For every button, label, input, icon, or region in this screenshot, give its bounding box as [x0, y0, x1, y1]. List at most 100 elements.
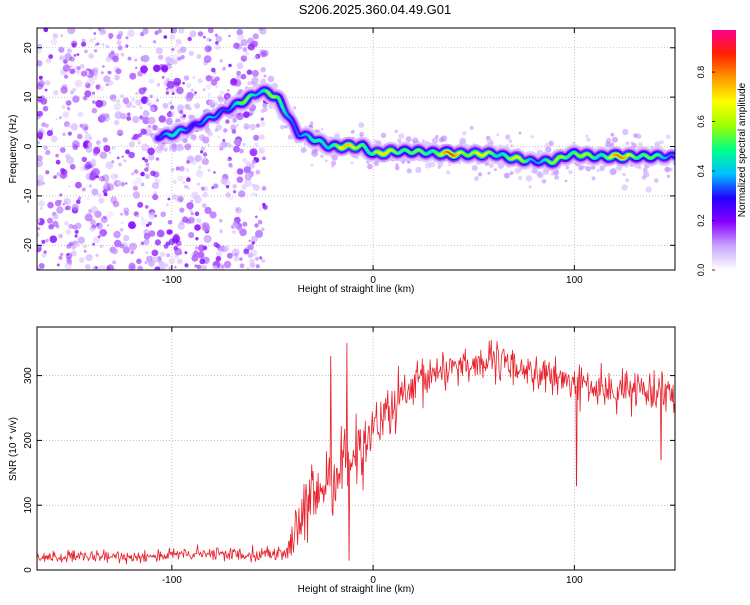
noise-speckle-dot [70, 65, 73, 68]
ridge-halo-dot [395, 166, 400, 171]
ridge-halo-dot [441, 135, 447, 141]
noise-speckle-dot [102, 65, 105, 68]
snr-y-tick-label: 0 [23, 567, 34, 573]
noise-speckle-dot [219, 229, 223, 233]
noise-speckle-dot [66, 156, 74, 164]
noise-speckle-dot [125, 36, 128, 39]
ridge-halo-dot [310, 121, 313, 124]
noise-speckle-dot [145, 174, 150, 179]
noise-speckle-dot [95, 266, 98, 269]
noise-speckle-dot [261, 109, 265, 113]
noise-speckle-dot [112, 56, 119, 63]
noise-speckle-dot [38, 182, 42, 186]
noise-speckle-dot [55, 154, 59, 158]
noise-speckle-dot [133, 186, 138, 191]
noise-speckle-dot [178, 223, 185, 230]
noise-speckle-dot [228, 64, 231, 67]
noise-speckle-dot [186, 83, 191, 88]
noise-speckle-dot [132, 116, 139, 123]
ridge-halo-dot [478, 172, 482, 176]
noise-speckle-dot [130, 250, 134, 254]
noise-speckle-dot [102, 43, 105, 46]
noise-speckle-dot [74, 54, 77, 57]
noise-speckle-dot [201, 147, 205, 151]
noise-speckle-dot [56, 206, 63, 213]
noise-speckle-dot [242, 222, 247, 227]
noise-speckle-dot [104, 193, 108, 197]
noise-speckle-dot [243, 249, 249, 255]
noise-speckle-dot [61, 105, 65, 109]
noise-speckle-dot [256, 264, 260, 268]
ridge-halo-dot [610, 168, 616, 174]
ridge-halo-dot [448, 163, 451, 166]
noise-speckle-dot [131, 137, 135, 141]
noise-speckle-dot [146, 163, 150, 167]
noise-speckle-dot [117, 40, 122, 45]
noise-speckle-dot [77, 66, 81, 70]
noise-speckle-dot [137, 266, 143, 272]
noise-speckle-dot [234, 139, 241, 146]
noise-speckle-dot [93, 151, 99, 157]
noise-speckle-dot [152, 194, 158, 200]
colorbar-tick-label: 0.8 [696, 66, 706, 79]
noise-speckle-dot [60, 253, 63, 256]
noise-speckle-dot [234, 256, 239, 261]
noise-speckle-dot [85, 82, 88, 85]
ridge-halo-dot [529, 185, 532, 188]
noise-speckle-dot [135, 92, 138, 95]
noise-speckle-dot [168, 198, 171, 201]
ridge-halo-dot [625, 178, 629, 182]
noise-speckle-dot [37, 141, 40, 144]
noise-speckle-dot [204, 157, 207, 160]
noise-speckle-dot [140, 172, 145, 177]
noise-speckle-dot [103, 145, 110, 152]
noise-speckle-dot [156, 157, 159, 160]
noise-speckle-dot [85, 264, 91, 270]
ridge-halo-dot [622, 173, 625, 176]
noise-speckle-dot [186, 92, 193, 99]
snr-y-axis-label: SNR (10 * v/v) [8, 417, 19, 481]
ridge-halo-dot [664, 167, 670, 173]
noise-speckle-dot [53, 33, 58, 38]
colorbar-tick-label: 0.4 [696, 165, 706, 178]
ridge-halo-dot [373, 139, 378, 144]
ridge-halo-dot [642, 176, 646, 180]
noise-speckle-dot [194, 93, 197, 96]
noise-speckle-dot [93, 32, 96, 35]
noise-speckle-dot [173, 180, 177, 184]
noise-speckle-dot [64, 221, 69, 226]
noise-speckle-dot [232, 129, 237, 134]
noise-speckle-dot [59, 55, 64, 60]
ridge-halo-dot [268, 76, 275, 83]
ridge-halo-dot [160, 145, 165, 150]
noise-speckle-dot [184, 75, 189, 80]
ridge-halo-dot [395, 163, 398, 166]
ridge-halo-dot [509, 139, 513, 143]
noise-speckle-dot [90, 206, 98, 214]
colorbar-tick-label: 0.6 [696, 115, 706, 128]
figure-title: S206.2025.360.04.49.G01 [0, 2, 750, 17]
noise-speckle-dot [163, 147, 167, 151]
noise-speckle-dot [67, 125, 70, 128]
noise-speckle-dot [117, 157, 120, 160]
noise-speckle-dot [123, 235, 129, 241]
noise-speckle-dot [222, 139, 225, 142]
noise-speckle-dot [191, 255, 198, 262]
ridge-halo-dot [586, 135, 589, 138]
ridge-halo-dot [633, 133, 638, 138]
noise-speckle-dot [141, 242, 145, 246]
noise-speckle-dot [239, 149, 244, 154]
noise-speckle-dot [107, 71, 110, 74]
noise-speckle-dot [142, 157, 145, 160]
noise-speckle-dot [121, 221, 124, 224]
noise-speckle-dot [120, 244, 125, 249]
noise-speckle-dot [37, 83, 44, 90]
noise-speckle-dot [262, 157, 266, 161]
noise-speckle-dot [84, 50, 88, 54]
noise-speckle-dot [193, 76, 196, 79]
noise-speckle-dot [68, 132, 72, 136]
noise-speckle-dot [96, 140, 101, 145]
noise-speckle-dot [107, 211, 114, 218]
ridge-halo-dot [472, 165, 478, 171]
